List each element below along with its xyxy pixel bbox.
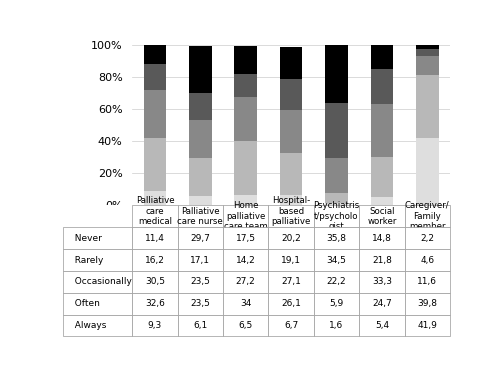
- Bar: [370, 69, 394, 104]
- Bar: [189, 196, 212, 206]
- Bar: [144, 64, 167, 90]
- Bar: [189, 158, 212, 196]
- Bar: [416, 45, 438, 49]
- Bar: [370, 45, 394, 69]
- Bar: [144, 138, 167, 191]
- Bar: [234, 74, 257, 97]
- Bar: [370, 197, 394, 206]
- Bar: [280, 153, 302, 195]
- Bar: [416, 49, 438, 56]
- Bar: [325, 158, 348, 194]
- Bar: [416, 138, 438, 206]
- Bar: [280, 195, 302, 206]
- Bar: [416, 75, 438, 138]
- Bar: [280, 79, 302, 110]
- Bar: [189, 121, 212, 158]
- Bar: [234, 97, 257, 141]
- Bar: [280, 110, 302, 153]
- Bar: [234, 46, 257, 74]
- Bar: [144, 191, 167, 206]
- Bar: [189, 93, 212, 121]
- Bar: [234, 141, 257, 195]
- Bar: [370, 157, 394, 197]
- Bar: [144, 45, 167, 64]
- Bar: [144, 90, 167, 138]
- Bar: [189, 45, 212, 93]
- Bar: [325, 103, 348, 158]
- Bar: [280, 46, 302, 79]
- Bar: [325, 45, 348, 103]
- Bar: [325, 203, 348, 206]
- Bar: [325, 194, 348, 203]
- Bar: [370, 104, 394, 157]
- Bar: [416, 56, 438, 75]
- Bar: [234, 195, 257, 206]
